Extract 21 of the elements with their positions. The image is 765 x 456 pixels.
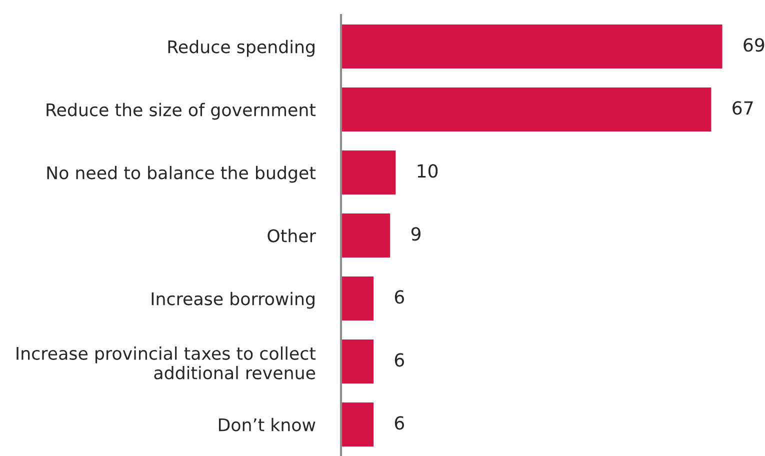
data-label: 6	[394, 290, 404, 304]
data-label: 9	[411, 227, 420, 241]
y-tick-label: No need to balance the budget	[47, 166, 316, 183]
bar	[341, 86, 713, 133]
bar	[341, 149, 398, 196]
data-label: 6	[394, 353, 404, 367]
y-tick-label: Other	[268, 228, 316, 242]
data-label: 69	[744, 38, 764, 52]
y-tick-label: Don’t know	[218, 418, 316, 432]
y-tick-label: Reduce spending	[168, 40, 314, 57]
bar	[341, 23, 724, 70]
data-label: 67	[732, 101, 753, 115]
y-tick-label: Increase borrowing	[152, 292, 314, 309]
y-tick-label: Increase provincial taxes to collect additional revenue	[16, 346, 316, 380]
y-tick-label: Reduce the size of government	[46, 102, 316, 120]
data-label: 6	[394, 416, 404, 430]
bar	[341, 212, 392, 259]
data-label: 10	[418, 164, 438, 178]
bar	[341, 401, 375, 448]
bar	[341, 275, 375, 322]
bar	[341, 338, 375, 385]
